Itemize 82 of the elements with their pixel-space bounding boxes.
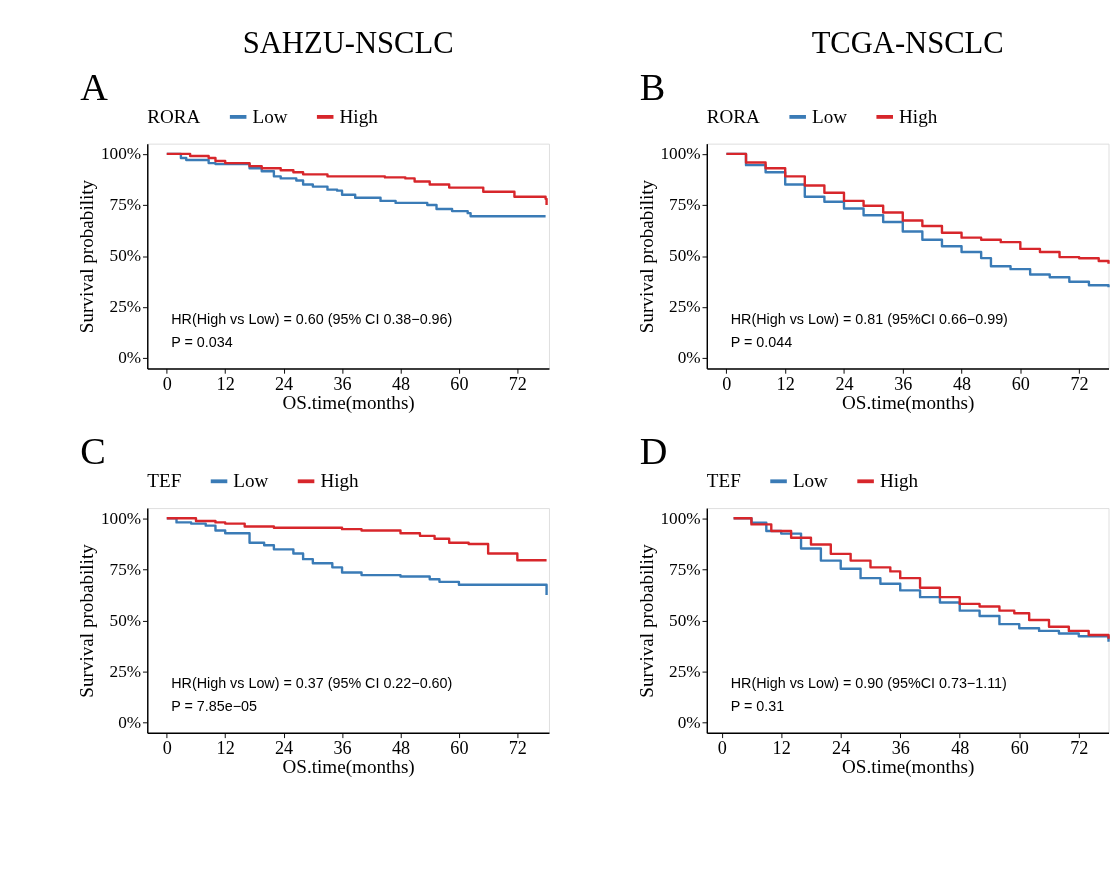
x-tick-label: 0 <box>722 373 732 394</box>
chart-title: TCGA-NSCLC <box>811 25 1004 60</box>
y-tick-label: 50% <box>109 246 142 266</box>
annotation: HR(High vs Low) = 0.60 (95% CI 0.38−0.96) <box>171 310 453 327</box>
x-tick-label: 60 <box>1011 373 1030 394</box>
x-axis-title: OS.time(months) <box>842 392 975 415</box>
legend-title: RORA <box>147 105 201 127</box>
y-tick-label: 75% <box>109 559 142 579</box>
legend-title: TEF <box>147 470 182 492</box>
y-tick-label: 100% <box>660 508 701 528</box>
x-tick-label: 48 <box>391 738 411 759</box>
y-axis-title: Survival probability <box>635 543 657 698</box>
annotation: P = 0.034 <box>171 333 233 350</box>
x-tick-label: 24 <box>275 373 294 394</box>
y-axis-title: Survival probability <box>76 179 98 334</box>
x-tick-label: 12 <box>216 373 235 394</box>
x-tick-label: 48 <box>391 373 411 394</box>
x-tick-label: 60 <box>450 738 469 759</box>
legend-label: High <box>879 470 919 492</box>
legend-title: TEF <box>706 470 741 492</box>
x-tick-label: 48 <box>951 738 970 759</box>
legend-label: Low <box>233 470 269 492</box>
y-tick-label: 0% <box>118 348 142 368</box>
y-axis-title: Survival probability <box>76 543 98 698</box>
annotation: HR(High vs Low) = 0.37 (95% CI 0.22−0.60) <box>171 675 453 692</box>
y-tick-label: 50% <box>669 246 701 266</box>
text: B <box>639 65 666 108</box>
x-tick-label: 36 <box>894 373 913 394</box>
y-tick-label: 100% <box>660 144 701 164</box>
x-axis-title: OS.time(months) <box>282 392 415 415</box>
x-tick-label: 72 <box>1070 738 1089 759</box>
x-tick-label: 24 <box>275 738 294 759</box>
y-axis-title: Survival probability <box>635 179 657 334</box>
x-tick-label: 60 <box>1010 738 1029 759</box>
legend-label: Low <box>792 470 829 492</box>
x-tick-label: 48 <box>952 373 972 394</box>
annotation: P = 0.044 <box>730 333 793 350</box>
x-tick-label: 24 <box>835 373 854 394</box>
legend-label: High <box>339 105 379 127</box>
y-tick-label: 0% <box>677 348 701 368</box>
y-tick-label: 25% <box>109 297 142 317</box>
legend-label: Low <box>812 105 848 127</box>
legend-label: High <box>320 470 360 492</box>
x-tick-label: 12 <box>772 738 791 759</box>
x-axis-title: OS.time(months) <box>842 756 975 779</box>
y-tick-label: 25% <box>669 297 701 317</box>
y-tick-label: 100% <box>100 144 142 164</box>
x-tick-label: 60 <box>450 373 469 394</box>
annotation: HR(High vs Low) = 0.81 (95%CI 0.66−0.99) <box>730 310 1008 327</box>
x-tick-label: 12 <box>776 373 795 394</box>
x-tick-label: 36 <box>333 738 352 759</box>
y-tick-label: 25% <box>109 661 142 681</box>
annotation: P = 0.31 <box>730 698 785 715</box>
x-tick-label: 0 <box>717 738 727 759</box>
x-tick-label: 36 <box>891 738 910 759</box>
x-tick-label: 12 <box>216 738 235 759</box>
chart-title: SAHZU-NSCLC <box>242 25 454 60</box>
y-tick-label: 50% <box>109 610 142 630</box>
y-tick-label: 75% <box>669 195 701 215</box>
legend-label: High <box>899 105 938 127</box>
y-tick-label: 100% <box>100 508 142 528</box>
text: A <box>80 65 109 108</box>
legend-label: Low <box>252 105 288 127</box>
x-tick-label: 72 <box>508 738 527 759</box>
y-tick-label: 50% <box>669 610 701 630</box>
y-tick-label: 75% <box>109 195 142 215</box>
legend-title: RORA <box>706 105 761 127</box>
y-tick-label: 25% <box>669 661 701 681</box>
annotation: HR(High vs Low) = 0.90 (95%CI 0.73−1.11) <box>730 675 1007 692</box>
x-tick-label: 0 <box>162 373 172 394</box>
x-tick-label: 24 <box>832 738 851 759</box>
x-tick-label: 0 <box>162 738 172 759</box>
y-tick-label: 0% <box>677 712 701 732</box>
annotation: P = 7.85e−05 <box>171 698 258 715</box>
x-tick-label: 36 <box>333 373 352 394</box>
x-axis-title: OS.time(months) <box>282 756 415 779</box>
x-tick-label: 72 <box>1070 373 1089 394</box>
text: D <box>639 430 668 473</box>
y-tick-label: 0% <box>118 712 142 732</box>
text: C <box>80 430 106 473</box>
y-tick-label: 75% <box>669 559 701 579</box>
x-tick-label: 72 <box>508 373 527 394</box>
